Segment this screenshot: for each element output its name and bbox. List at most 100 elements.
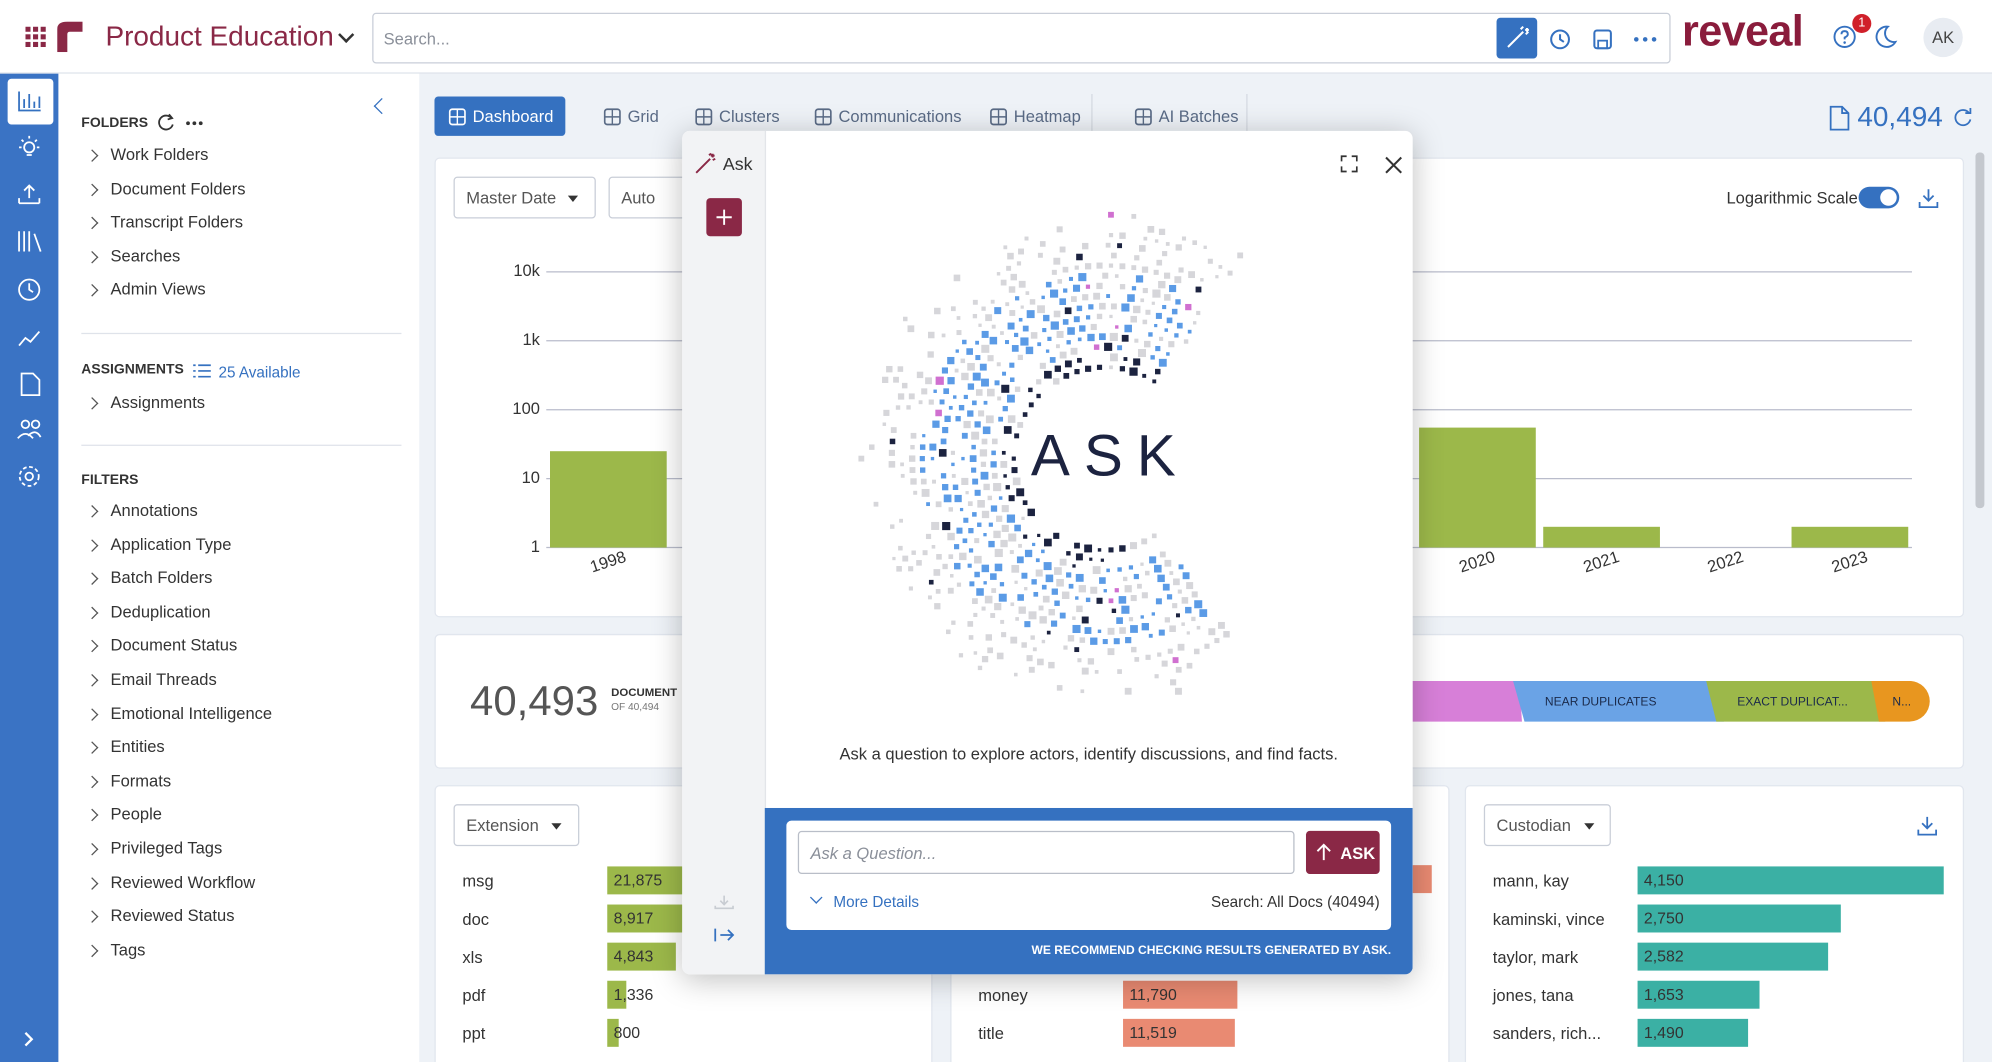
sidebar-item[interactable]: Document Folders [110, 178, 246, 198]
tab[interactable]: Dashboard [434, 96, 565, 136]
sidebar-item[interactable]: Assignments [110, 392, 206, 412]
dot [926, 502, 930, 507]
y-tick-label: 10k [513, 262, 540, 280]
dot [1024, 236, 1029, 241]
refresh-icon[interactable] [1951, 105, 1974, 128]
sidebar-item[interactable]: Transcript Folders [110, 212, 244, 232]
tab[interactable]: Grid [589, 97, 670, 136]
bar[interactable] [1637, 1018, 1748, 1047]
sidebar-item[interactable]: Email Threads [110, 669, 217, 689]
bar[interactable] [1637, 980, 1760, 1009]
dot [1003, 474, 1007, 478]
tab[interactable]: AI Batches [1121, 97, 1250, 136]
search-actions[interactable] [1547, 27, 1699, 52]
bar [1419, 427, 1536, 548]
dot [1001, 505, 1009, 513]
help-icon[interactable] [1831, 23, 1859, 51]
nav-icons[interactable] [0, 74, 58, 1062]
dot [972, 478, 979, 485]
user-avatar[interactable]: AK [1923, 17, 1963, 58]
bar[interactable] [1637, 904, 1841, 933]
question-input[interactable]: Ask a Question... [797, 830, 1295, 875]
sidebar-item[interactable]: People [110, 804, 162, 824]
bar[interactable] [1123, 1018, 1235, 1047]
bar[interactable] [607, 980, 627, 1009]
segment[interactable] [1513, 680, 1724, 722]
more-details[interactable]: More Details [833, 893, 919, 911]
sidebar-item[interactable]: Emotional Intelligence [110, 703, 273, 723]
dot [1103, 589, 1107, 593]
side-actions[interactable] [710, 893, 738, 949]
download-icon[interactable] [1917, 187, 1940, 210]
list-icon[interactable] [193, 363, 211, 378]
dot [1066, 340, 1071, 345]
segment[interactable] [1706, 680, 1886, 722]
dot [1062, 266, 1069, 273]
sidebar-item[interactable]: Annotations [110, 500, 198, 520]
dot [1096, 597, 1103, 604]
sidebar-item[interactable]: Privileged Tags [110, 838, 223, 858]
log-scale-toggle[interactable] [1858, 186, 1900, 209]
dot [1115, 325, 1119, 329]
scrollbar-thumb[interactable] [1975, 152, 1985, 509]
bar[interactable] [1637, 942, 1829, 971]
dot [984, 595, 993, 604]
ask-button[interactable]: ASK [1305, 830, 1380, 875]
dot [1093, 344, 1100, 350]
folder-actions[interactable] [155, 112, 206, 132]
dot [1167, 648, 1173, 654]
tab-icon [990, 108, 1007, 126]
extension-dropdown[interactable]: Extension [453, 804, 580, 847]
app-title[interactable]: Product Education [105, 20, 334, 53]
new-chat-button[interactable] [706, 198, 742, 237]
sidebar-item[interactable]: Work Folders [110, 144, 209, 164]
segment[interactable] [1401, 680, 1522, 722]
sidebar-item[interactable]: Reviewed Workflow [110, 872, 256, 892]
sidebar-item[interactable]: Application Type [110, 534, 232, 554]
divider [81, 444, 402, 446]
dot [962, 538, 968, 544]
dot [1022, 412, 1028, 417]
download-icon[interactable] [1916, 814, 1939, 837]
sidebar-item[interactable]: Batch Folders [110, 568, 213, 588]
sidebar-item[interactable]: Formats [110, 770, 172, 790]
assignments-available[interactable]: 25 Available [218, 363, 301, 382]
custodian-dropdown[interactable]: Custodian [1483, 804, 1611, 847]
bar[interactable] [607, 1018, 619, 1047]
dot [985, 415, 994, 424]
dot [1128, 565, 1134, 570]
ai-search-button[interactable] [1496, 17, 1538, 59]
dot [1053, 310, 1061, 318]
tab[interactable]: Communications [800, 97, 973, 136]
apps-icon[interactable] [25, 26, 47, 49]
search-box[interactable]: Search... [372, 12, 1671, 64]
logo-mark[interactable] [57, 21, 83, 53]
sidebar-item[interactable]: Searches [110, 246, 181, 266]
tab[interactable]: Heatmap [976, 97, 1093, 136]
dot [966, 348, 973, 355]
chevron[interactable] [809, 891, 823, 904]
dark-mode-icon[interactable] [1873, 24, 1898, 49]
sidebar-item[interactable]: Document Status [110, 635, 238, 655]
dot [1166, 594, 1173, 600]
sidebar-item[interactable]: Deduplication [110, 601, 211, 621]
sidebar-item[interactable]: Entities [110, 737, 165, 757]
bar[interactable] [1123, 980, 1238, 1009]
tab[interactable]: Clusters [681, 97, 791, 136]
dot [947, 377, 955, 385]
dedup-segments[interactable]: NEAR DUPLICATES EXACT DUPLICAT... N... [1401, 680, 1935, 724]
date-field-dropdown[interactable]: Master Date [453, 176, 596, 219]
tab-icon [448, 108, 466, 126]
nav-active-item[interactable] [7, 78, 54, 125]
segment[interactable] [1871, 680, 1930, 722]
sidebar-item[interactable]: Admin Views [110, 279, 206, 300]
sidebar-item[interactable]: Tags [110, 939, 146, 959]
bar[interactable] [607, 942, 676, 971]
sidebar-item[interactable]: Reviewed Status [110, 906, 235, 926]
x-tick-label: 2022 [1705, 548, 1745, 576]
dot [1134, 255, 1140, 261]
notification-badge[interactable]: 1 [1852, 13, 1872, 34]
dot [895, 405, 901, 410]
bar[interactable] [1637, 866, 1944, 895]
window-controls[interactable] [1340, 155, 1404, 175]
